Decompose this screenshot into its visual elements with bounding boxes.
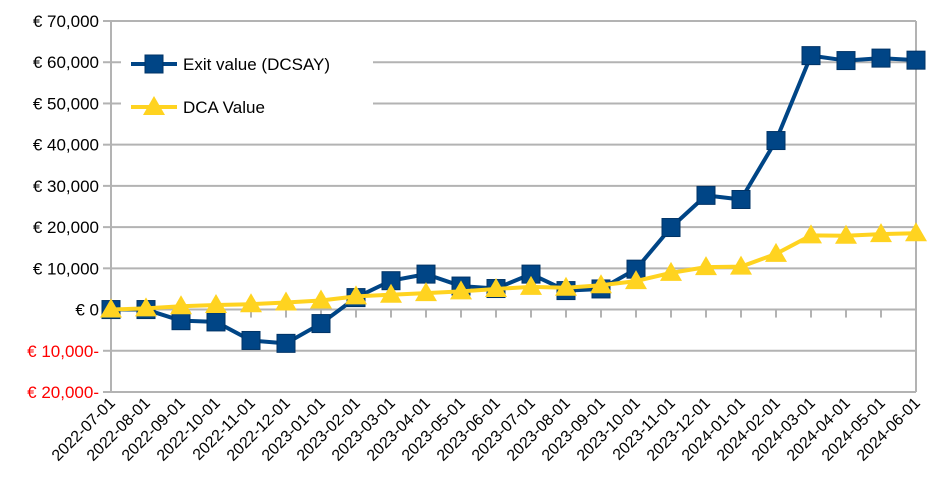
data-point (766, 131, 786, 151)
data-point (765, 242, 787, 262)
data-point (731, 189, 751, 209)
axes (110, 21, 917, 392)
data-point (171, 311, 191, 331)
x-axis-ticks: 2022-07-012022-08-012022-09-012022-10-01… (49, 309, 924, 465)
legend-background (121, 40, 373, 132)
data-point (905, 222, 927, 242)
data-point (450, 280, 472, 300)
data-point (836, 51, 856, 71)
data-point (835, 224, 857, 244)
data-point (310, 289, 332, 309)
data-point (276, 333, 296, 353)
legend-label: DCA Value (183, 98, 265, 117)
data-point (871, 48, 891, 68)
y-tick-label: € 60,000 (33, 53, 99, 72)
data-point (555, 276, 577, 296)
legend-triangle-icon (143, 96, 165, 115)
data-point (170, 295, 192, 315)
data-point (241, 330, 261, 350)
series-line (110, 231, 917, 312)
data-point (415, 282, 437, 302)
y-tick-label: € 20,000 (33, 218, 99, 237)
data-point (311, 314, 331, 334)
y-tick-label: € 20,000- (27, 383, 99, 402)
data-point (730, 255, 752, 275)
data-point (206, 312, 226, 332)
data-point (590, 274, 612, 294)
data-point (345, 285, 367, 305)
data-point (380, 283, 402, 303)
data-point (275, 291, 297, 311)
data-point (906, 50, 926, 70)
data-point (240, 293, 262, 313)
series-dca-value (100, 222, 927, 318)
legend: Exit value (DCSAY) DCA Value (121, 40, 373, 132)
y-tick-label: € 10,000- (27, 342, 99, 361)
data-point (485, 277, 507, 297)
legend-square-icon (144, 54, 164, 74)
data-point (695, 256, 717, 276)
y-axis-ticks: € 70,000 € 60,000 € 50,000 € 40,000 € 30,000… (27, 12, 111, 402)
y-tick-label: € 70,000 (33, 12, 99, 31)
data-point (520, 275, 542, 295)
y-tick-label: € 50,000 (33, 94, 99, 113)
y-tick-label: € 30,000 (33, 177, 99, 196)
data-point (800, 224, 822, 244)
data-point (100, 298, 122, 318)
series-group (100, 46, 927, 353)
data-point (205, 294, 227, 314)
data-point (660, 261, 682, 281)
data-point (416, 264, 436, 284)
data-point (870, 223, 892, 243)
data-point (696, 185, 716, 205)
data-point (801, 46, 821, 66)
legend-label: Exit value (DCSAY) (183, 55, 330, 74)
data-point (625, 270, 647, 290)
y-tick-label: € 10,000 (33, 259, 99, 278)
y-tick-label: € 40,000 (33, 136, 99, 155)
data-point (661, 218, 681, 238)
y-tick-label: € 0 (75, 301, 99, 320)
data-point (135, 297, 157, 317)
